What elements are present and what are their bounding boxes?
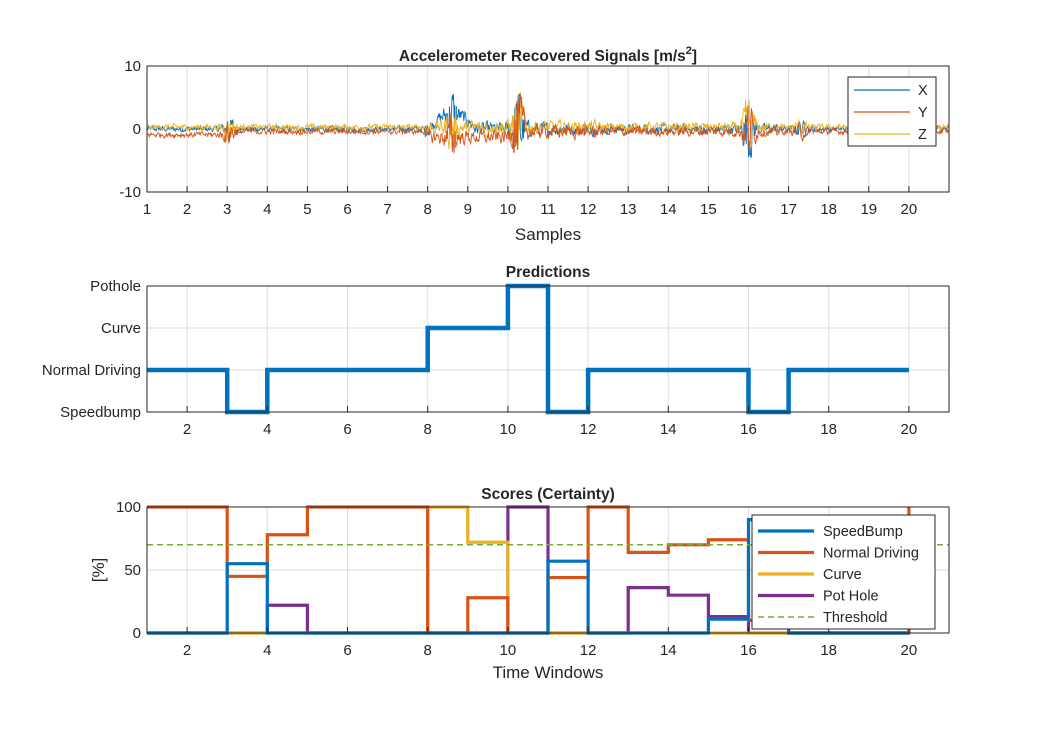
legend-3: SpeedBump Normal Driving Curve Pot Hole Thre… xyxy=(751,514,936,630)
tick-label-x: 2 xyxy=(183,201,191,218)
tick-label-x: 8 xyxy=(424,201,432,218)
chart-title-3: Scores (Certainty) xyxy=(481,486,615,503)
tick-label-x: 4 xyxy=(263,201,271,218)
title-main: Accelerometer Recovered Signals [m/s xyxy=(399,48,686,65)
tick-label-x: 16 xyxy=(740,421,757,438)
y-axis-label-3: [%] xyxy=(89,558,108,583)
series-line-Y xyxy=(146,94,950,154)
tick-label-x: 5 xyxy=(303,201,311,218)
axes-box-3 xyxy=(146,506,950,634)
tick-label-x: 6 xyxy=(343,201,351,218)
series-line-Z xyxy=(146,91,950,150)
tick-label-x: 13 xyxy=(620,201,637,218)
tick-label-x: 14 xyxy=(660,642,677,659)
tick-label-x: 4 xyxy=(263,421,271,438)
tick-label-x: 10 xyxy=(500,642,517,659)
tick-label-y: 0 xyxy=(133,625,141,642)
tick-label-y: 50 xyxy=(124,562,141,579)
title-superscript: 2 xyxy=(686,45,692,57)
tick-label-x: 15 xyxy=(700,201,717,218)
tick-label-x: 4 xyxy=(263,642,271,659)
legend-label-Y: Y xyxy=(918,105,928,121)
tick-label-x: 7 xyxy=(383,201,391,218)
x-axis-label-1: Samples xyxy=(515,225,581,244)
tick-label-x: 8 xyxy=(424,642,432,659)
legend-label-Curve: Curve xyxy=(823,567,862,583)
x-axis-label-3: Time Windows xyxy=(493,663,604,682)
legend-label-Normal Driving: Normal Driving xyxy=(823,546,919,562)
tick-label-x: 10 xyxy=(500,421,517,438)
category-label: Speedbump xyxy=(60,404,141,421)
tick-label-x: 18 xyxy=(820,201,837,218)
tick-label-y: 10 xyxy=(124,58,141,75)
tick-label-x: 14 xyxy=(660,201,677,218)
tick-label-x: 16 xyxy=(740,642,757,659)
legend-1: XYZ xyxy=(847,76,937,147)
tick-label-x: 8 xyxy=(424,421,432,438)
legend-label-Threshold: Threshold xyxy=(823,610,887,626)
tick-label-x: 14 xyxy=(660,421,677,438)
tick-label-x: 18 xyxy=(820,421,837,438)
tick-label-x: 1 xyxy=(143,201,151,218)
tick-label-x: 6 xyxy=(343,642,351,659)
legend-label-X: X xyxy=(918,83,928,99)
tick-label-y: 100 xyxy=(116,499,141,516)
axes-box-2 xyxy=(146,285,950,413)
tick-label-x: 12 xyxy=(580,642,597,659)
legend-box xyxy=(751,514,936,630)
tick-label-x: 2 xyxy=(183,642,191,659)
tick-label-x: 12 xyxy=(580,201,597,218)
tick-label-x: 16 xyxy=(740,201,757,218)
chart-title-2: Predictions xyxy=(506,264,590,281)
chart-title-1: Accelerometer Recovered Signals [m/s2] xyxy=(399,45,697,65)
tick-label-x: 17 xyxy=(780,201,797,218)
tick-label-x: 3 xyxy=(223,201,231,218)
tick-label-x: 6 xyxy=(343,421,351,438)
title-close: ] xyxy=(692,48,697,65)
tick-label-x: 11 xyxy=(540,201,556,218)
tick-label-x: 20 xyxy=(901,642,918,659)
tick-label-y: -10 xyxy=(119,184,141,201)
category-label: Pothole xyxy=(90,278,141,295)
tick-label-x: 19 xyxy=(860,201,877,218)
legend-label-Pot Hole: Pot Hole xyxy=(823,589,879,605)
legend-label-SpeedBump: SpeedBump xyxy=(823,524,903,540)
tick-label-x: 18 xyxy=(820,642,837,659)
tick-label-x: 9 xyxy=(464,201,472,218)
tick-label-x: 20 xyxy=(901,201,918,218)
legend-label-Z: Z xyxy=(918,127,927,143)
tick-label-y: 0 xyxy=(133,121,141,138)
category-label: Normal Driving xyxy=(42,362,141,379)
tick-label-x: 2 xyxy=(183,421,191,438)
tick-label-x: 20 xyxy=(901,421,918,438)
tick-label-x: 10 xyxy=(500,201,517,218)
category-label: Curve xyxy=(101,320,141,337)
tick-label-x: 12 xyxy=(580,421,597,438)
